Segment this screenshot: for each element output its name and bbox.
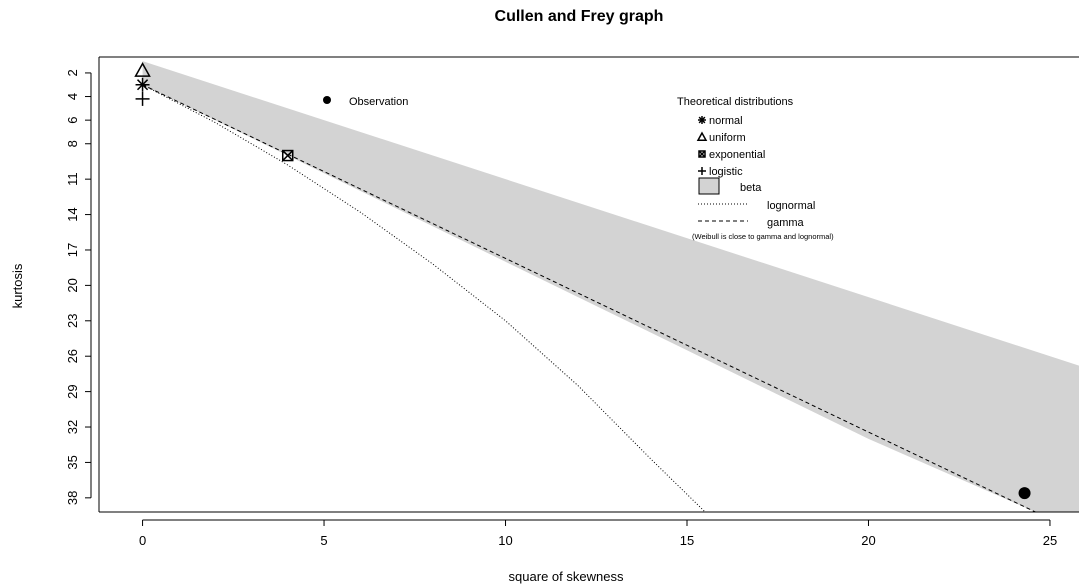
y-tick-label: 20 bbox=[65, 278, 80, 292]
exponential-point bbox=[281, 149, 294, 162]
legend-beta-symbol bbox=[698, 177, 720, 195]
legend-gamma-label: gamma bbox=[767, 217, 805, 229]
y-tick-label: 17 bbox=[65, 243, 80, 257]
legend-uniform-label: uniform bbox=[709, 132, 746, 144]
legend-note: (Weibull is close to gamma and lognormal… bbox=[692, 232, 834, 241]
y-tick-label: 23 bbox=[65, 314, 80, 328]
normal-point bbox=[135, 77, 150, 92]
plot-area bbox=[142, 61, 1079, 512]
y-tick-label: 29 bbox=[65, 384, 80, 398]
x-tick-label: 25 bbox=[1043, 533, 1057, 548]
legend-logistic-label: logistic bbox=[709, 166, 743, 178]
beta-region bbox=[142, 61, 1079, 512]
y-tick-label: 35 bbox=[65, 455, 80, 469]
legend-uniform-symbol bbox=[696, 131, 708, 141]
legend-exponential-label: exponential bbox=[709, 149, 765, 161]
y-tick-label: 4 bbox=[65, 93, 80, 100]
logistic-point bbox=[135, 91, 150, 106]
legend-normal-label: normal bbox=[709, 115, 743, 127]
legend-exponential-symbol bbox=[698, 150, 706, 158]
chart-title: Cullen and Frey graph bbox=[494, 8, 664, 25]
legend-beta-label: beta bbox=[740, 182, 762, 194]
y-tick-label: 32 bbox=[65, 420, 80, 434]
x-tick-label: 5 bbox=[320, 533, 327, 548]
y-axis-label: kurtosis bbox=[10, 263, 25, 308]
x-axis-label: square of skewness bbox=[509, 569, 624, 584]
legend-normal-symbol bbox=[698, 116, 706, 124]
y-tick-label: 11 bbox=[65, 172, 80, 186]
legend-title: Theoretical distributions bbox=[677, 96, 794, 108]
y-tick-label: 8 bbox=[65, 140, 80, 147]
y-tick-label: 38 bbox=[65, 491, 80, 505]
x-tick-label: 20 bbox=[861, 533, 875, 548]
y-tick-label: 14 bbox=[65, 207, 80, 221]
y-tick-label: 26 bbox=[65, 349, 80, 363]
observation-point bbox=[1018, 487, 1031, 500]
observation-legend-symbol bbox=[323, 96, 331, 104]
gamma-line bbox=[142, 84, 1036, 512]
x-tick-label: 15 bbox=[680, 533, 694, 548]
y-tick-label: 2 bbox=[65, 69, 80, 76]
uniform-point bbox=[134, 62, 151, 77]
legend-logistic-symbol bbox=[698, 167, 706, 175]
x-tick-label: 0 bbox=[139, 533, 146, 548]
observation-legend-label: Observation bbox=[349, 96, 408, 108]
legend-lognormal-label: lognormal bbox=[767, 200, 815, 212]
y-tick-label: 6 bbox=[65, 117, 80, 124]
x-tick-label: 10 bbox=[498, 533, 512, 548]
